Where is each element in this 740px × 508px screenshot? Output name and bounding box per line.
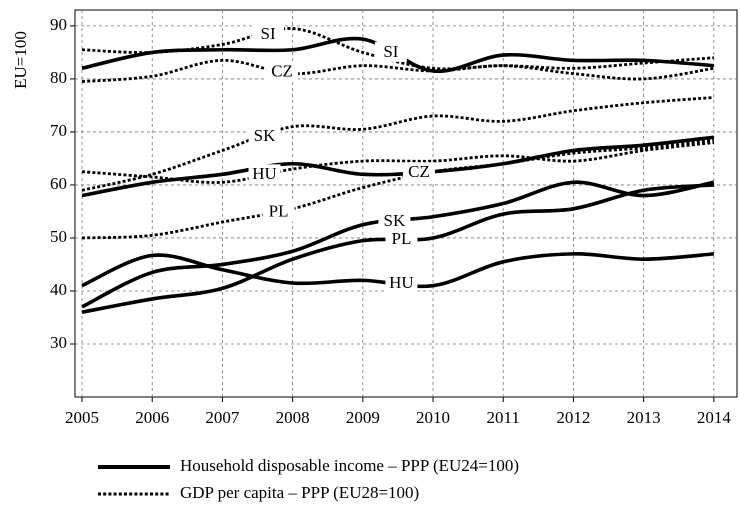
series-line [81,27,714,71]
series-label: CZ [408,162,430,181]
x-tick-label: 2010 [416,408,450,427]
series-label-bg [252,24,285,45]
series-label-bg [248,164,281,185]
series-line [81,135,715,198]
x-tick-label: 2013 [627,408,661,427]
series-line [81,96,714,192]
x-tick-label: 2005 [65,408,99,427]
series-label: SK [384,211,406,230]
series-label: PL [392,229,412,248]
plot-frame [74,9,738,398]
series-label: HU [389,273,414,292]
series-label: SI [260,24,275,43]
series-label-bg [378,211,411,232]
legend-label: Household disposable income – PPP (EU24=… [180,456,519,475]
x-tick-label: 2012 [556,408,590,427]
series-label: SK [254,126,276,145]
x-tick-label: 2007 [205,408,240,427]
series-label-bg [266,61,299,82]
x-tick-label: 2014 [697,408,732,427]
x-tick-label: 2011 [487,408,520,427]
series-label-bg [402,162,435,183]
series-label-bg [248,126,281,147]
y-tick-label: 90 [50,15,67,34]
y-tick-label: 70 [50,121,67,140]
series-line [81,141,714,184]
y-tick-label: 30 [50,333,67,352]
x-tick-label: 2008 [276,408,310,427]
series-label: PL [269,201,289,220]
series-label-bg [385,273,418,294]
series-label: SI [383,42,398,61]
series-line [81,58,715,83]
series-label-bg [262,201,295,222]
y-tick-label: 80 [50,68,67,87]
series-label-bg [374,41,407,62]
y-tick-label: 40 [50,280,67,299]
y-tick-label: 50 [50,227,67,246]
series-label-bg [385,229,418,250]
x-tick-label: 2006 [135,408,169,427]
series-label: HU [252,164,277,183]
y-axis-label: EU=100 [11,31,30,89]
x-tick-label: 2009 [346,408,380,427]
legend-label: GDP per capita – PPP (EU28=100) [180,483,419,502]
series-line [81,138,714,240]
series-label: CZ [271,62,293,81]
y-tick-label: 60 [50,174,67,193]
